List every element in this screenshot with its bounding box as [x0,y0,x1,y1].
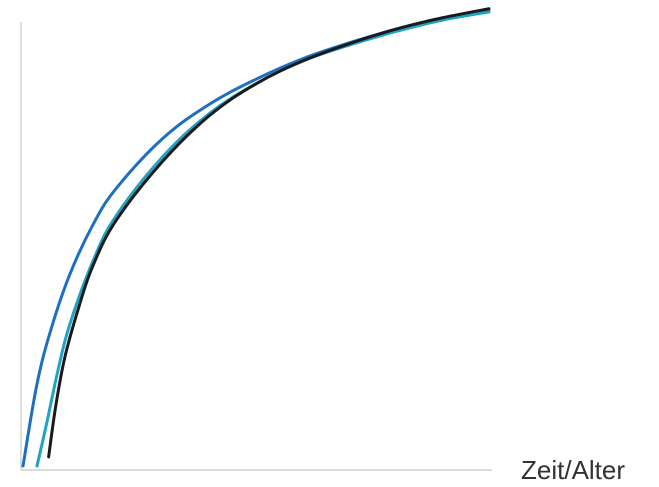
series-line-2 [35,10,491,468]
series-line-1 [21,9,491,468]
x-axis-label: Zeit/Alter [521,455,625,485]
series-group [21,7,491,468]
series-line-3 [47,7,491,459]
